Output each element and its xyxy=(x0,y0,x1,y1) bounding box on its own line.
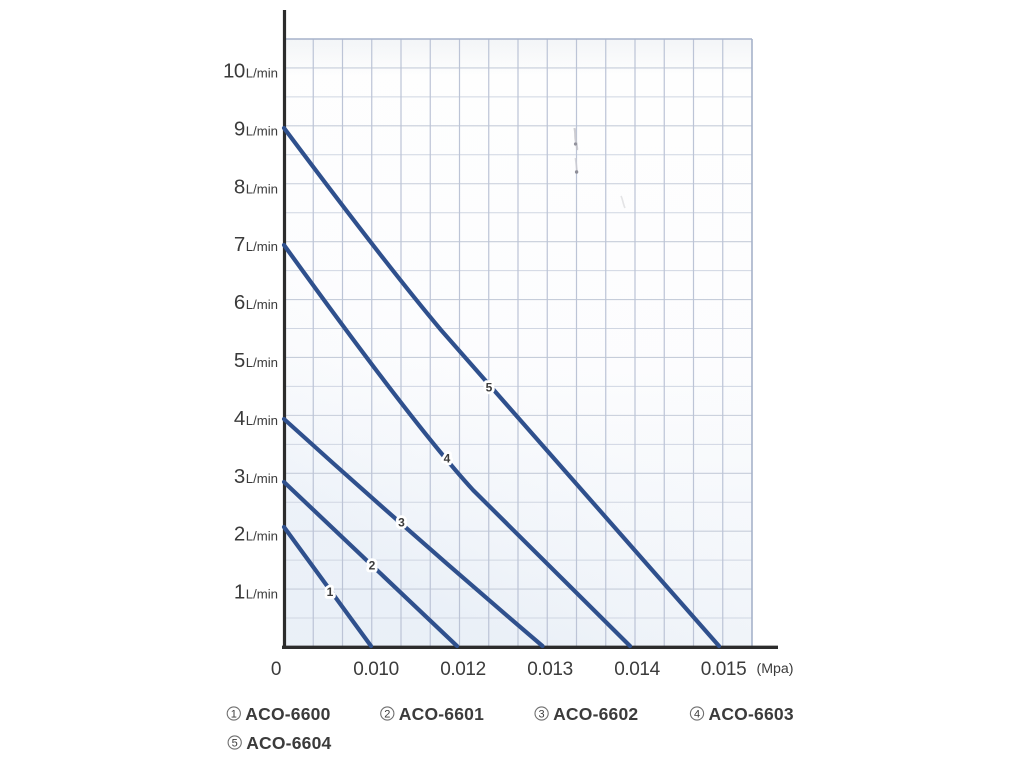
svg-text:2: 2 xyxy=(369,559,376,573)
svg-text:0.013: 0.013 xyxy=(527,659,573,680)
svg-text:6L/min: 6L/min xyxy=(234,291,278,314)
svg-text:4: 4 xyxy=(694,708,700,720)
svg-text:1: 1 xyxy=(231,708,237,720)
svg-text:ACO-6603: ACO-6603 xyxy=(709,704,794,724)
svg-text:0.014: 0.014 xyxy=(614,659,660,680)
svg-text:ACO-6602: ACO-6602 xyxy=(553,704,638,724)
svg-text:ACO-6601: ACO-6601 xyxy=(399,704,484,724)
svg-text:10L/min: 10L/min xyxy=(223,60,278,83)
svg-text:ACO-6604: ACO-6604 xyxy=(246,733,331,753)
svg-text:8L/min: 8L/min xyxy=(234,175,278,198)
svg-text:1: 1 xyxy=(327,585,334,599)
svg-text:4: 4 xyxy=(444,452,451,466)
svg-text:2L/min: 2L/min xyxy=(234,523,278,546)
svg-text:7L/min: 7L/min xyxy=(234,233,278,256)
svg-text:4: 4 xyxy=(444,452,451,466)
svg-text:3: 3 xyxy=(539,708,545,720)
svg-text:3: 3 xyxy=(398,516,405,530)
svg-text:0.015: 0.015 xyxy=(701,659,747,680)
svg-text:1: 1 xyxy=(327,585,334,599)
svg-text:1L/min: 1L/min xyxy=(234,581,278,604)
svg-text:9L/min: 9L/min xyxy=(234,117,278,140)
svg-text:5L/min: 5L/min xyxy=(234,349,278,372)
svg-text:(Mpa): (Mpa) xyxy=(756,661,793,677)
svg-text:3L/min: 3L/min xyxy=(234,465,278,488)
svg-text:0.012: 0.012 xyxy=(440,659,486,680)
svg-text:5: 5 xyxy=(232,737,238,749)
svg-text:0.010: 0.010 xyxy=(353,659,399,680)
svg-text:3: 3 xyxy=(398,516,405,530)
svg-text:2: 2 xyxy=(369,559,376,573)
svg-text:5: 5 xyxy=(486,381,493,395)
svg-text:4L/min: 4L/min xyxy=(234,407,278,430)
svg-text:ACO-6600: ACO-6600 xyxy=(245,704,330,724)
svg-text:5: 5 xyxy=(486,381,493,395)
svg-text:0: 0 xyxy=(271,659,281,680)
svg-text:2: 2 xyxy=(384,708,390,720)
